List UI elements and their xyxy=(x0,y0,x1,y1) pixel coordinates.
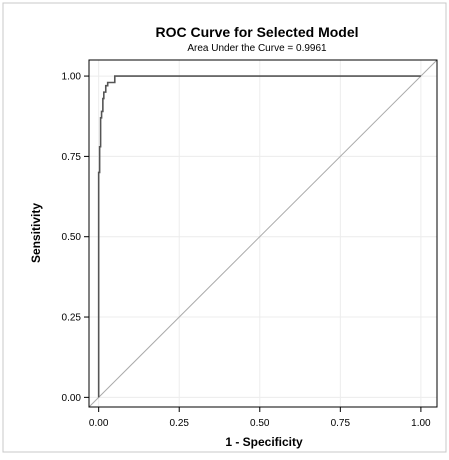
roc-curve-line xyxy=(97,75,421,398)
plot-area-border xyxy=(88,59,438,408)
x-tick-label: 0.50 xyxy=(250,418,270,429)
x-tick-label: 0.25 xyxy=(169,418,189,429)
chart-subtitle: Area Under the Curve = 0.9961 xyxy=(187,43,327,54)
x-axis-label: 1 - Specificity xyxy=(225,435,303,449)
axes: 0.00 0.25 0.50 0.75 1.00 0.00 0.25 0.50 0.75 1.00 xyxy=(62,72,432,429)
y-tick-label: 1.00 xyxy=(62,72,82,83)
x-tick-label: 0.75 xyxy=(331,418,351,429)
x-tick-label: 1.00 xyxy=(411,418,431,429)
x-tick-label: 0.00 xyxy=(89,418,109,429)
y-axis-label: Sensitivity xyxy=(29,203,43,263)
reference-diagonal-line xyxy=(88,59,438,408)
y-tick-label: 0.00 xyxy=(62,393,82,404)
y-tick-label: 0.25 xyxy=(62,313,82,324)
y-tick-label: 0.75 xyxy=(62,152,82,163)
chart-title: ROC Curve for Selected Model xyxy=(155,24,358,40)
chart-frame xyxy=(2,2,447,453)
y-tick-label: 0.50 xyxy=(62,232,82,243)
